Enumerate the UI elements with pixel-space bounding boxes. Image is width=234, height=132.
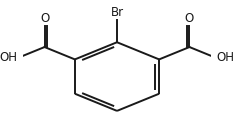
Text: OH: OH <box>0 51 18 64</box>
Text: Br: Br <box>110 6 124 19</box>
Text: OH: OH <box>216 51 234 64</box>
Text: O: O <box>185 12 194 25</box>
Text: O: O <box>40 12 49 25</box>
